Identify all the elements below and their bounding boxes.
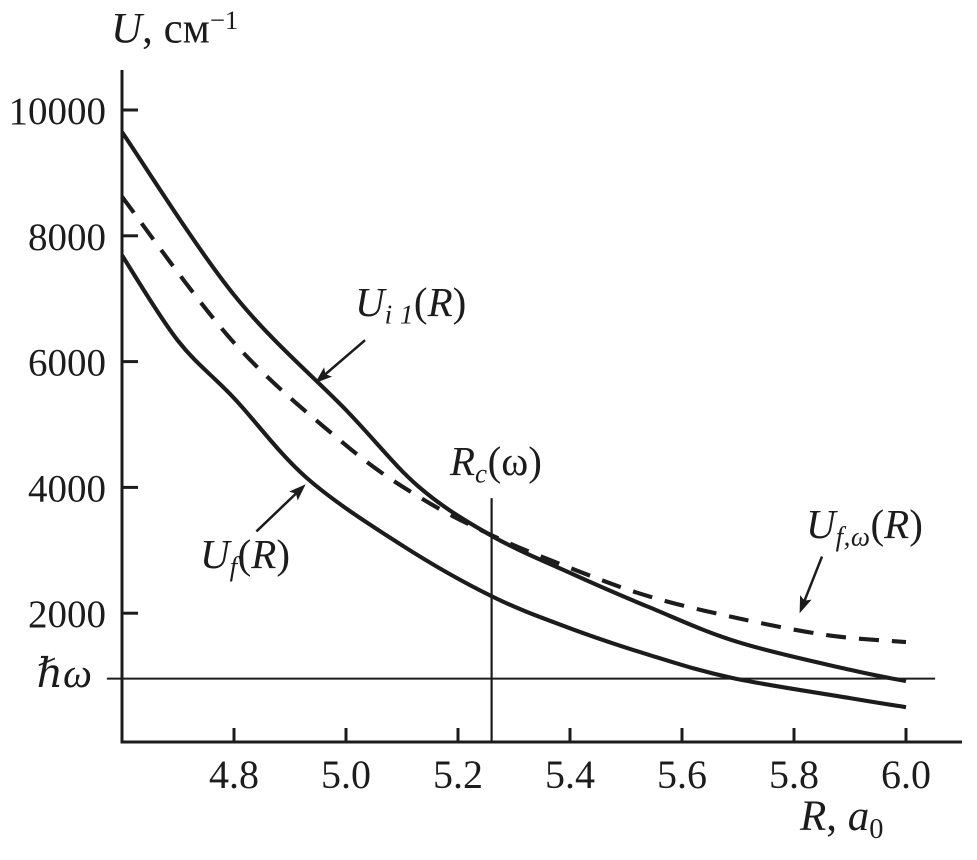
y-tick-label: 2000 — [28, 593, 106, 636]
x-axis-title: R, a0 — [800, 794, 883, 845]
y-axis-title-sup: −1 — [209, 5, 239, 35]
curve-label-ui1: Ui 1(R) — [355, 279, 467, 330]
rc-label: Rc(ω) — [450, 438, 542, 489]
annotation-arrow-line — [321, 339, 366, 379]
x-axis-title-sub: 0 — [869, 813, 884, 845]
curve-ufw-dashed — [120, 195, 907, 645]
x-axis-title-unit: a — [847, 793, 870, 840]
y-axis-title-unit: , см — [142, 5, 210, 53]
x-tick-label: 5.8 — [769, 752, 819, 797]
annotation-arrowhead — [315, 367, 333, 383]
annotation-arrowhead — [799, 595, 812, 614]
x-tick-label: 4.8 — [209, 752, 259, 797]
x-tick-label: 5.2 — [433, 752, 483, 797]
y-axis-title: U, см−1 — [111, 6, 238, 51]
x-axis-title-sep: , — [826, 793, 848, 840]
x-tick-label: 5.0 — [321, 752, 371, 797]
curve-label-uf: Uf(R) — [200, 531, 290, 582]
x-tick-label: 5.4 — [545, 752, 595, 797]
hbar-omega-label: ℏω — [36, 650, 92, 696]
annotation-arrowhead — [289, 484, 306, 501]
curve-label-ufw: Uf,ω(R) — [806, 501, 923, 552]
curve-uf — [120, 254, 907, 710]
y-axis-title-var: U — [111, 5, 143, 53]
annotation-arrow-line — [801, 556, 824, 606]
x-tick-label: 6.0 — [881, 752, 931, 797]
y-tick-label: 8000 — [28, 216, 106, 259]
axes-frame — [120, 70, 962, 744]
y-tick-label: 4000 — [28, 467, 106, 510]
y-tick-label: 6000 — [28, 342, 106, 385]
x-axis-title-var: R — [800, 793, 827, 840]
x-tick-label: 5.6 — [657, 752, 707, 797]
annotation-arrow-line — [255, 489, 301, 533]
y-tick-label: 10000 — [9, 90, 107, 133]
